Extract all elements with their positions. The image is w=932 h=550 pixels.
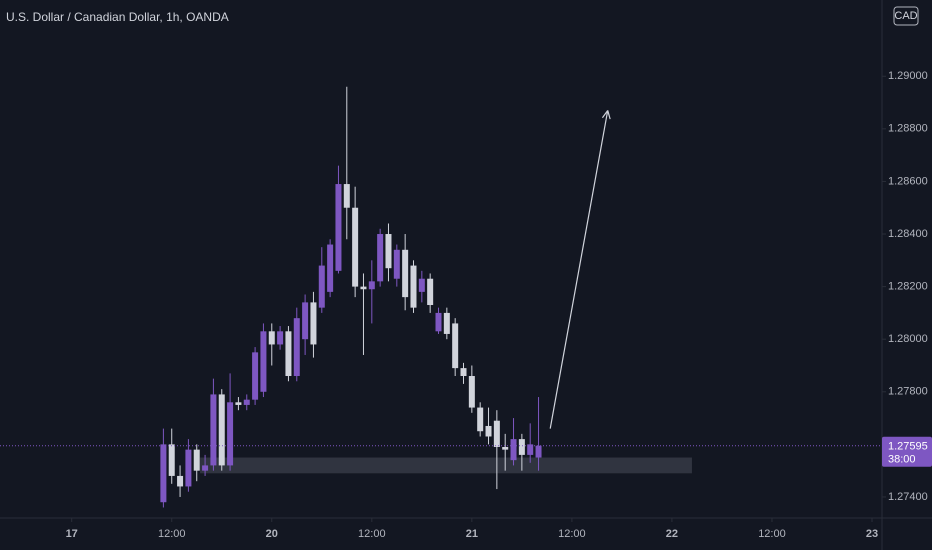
- candle-body: [293, 318, 300, 377]
- candle-body: [527, 444, 534, 455]
- candle-body: [227, 402, 234, 466]
- y-tick-label: 1.28000: [888, 333, 928, 345]
- candle-body: [402, 249, 409, 298]
- arrow-head: [607, 110, 611, 120]
- candle-body: [502, 447, 509, 450]
- y-tick-label: 1.29000: [888, 70, 928, 82]
- x-tick-label: 17: [66, 528, 78, 540]
- candle-body: [185, 449, 192, 487]
- x-tick-label: 22: [666, 528, 678, 540]
- candle-body: [427, 278, 434, 306]
- candle-body: [235, 402, 242, 405]
- candle-body: [252, 352, 259, 400]
- x-tick-label: 12:00: [358, 528, 386, 540]
- candle-body: [360, 286, 367, 290]
- y-tick-label: 1.27400: [888, 491, 928, 503]
- candle-body: [243, 399, 250, 405]
- candle-body: [327, 244, 334, 292]
- candle-body: [343, 184, 350, 208]
- price-badge: [882, 436, 932, 467]
- x-tick-label: 20: [266, 528, 278, 540]
- candle-body: [477, 407, 484, 432]
- y-tick-label: 1.27800: [888, 386, 928, 398]
- currency[interactable]: CAD: [894, 10, 917, 22]
- candle-body: [285, 331, 292, 377]
- candle-body: [385, 234, 392, 269]
- candle-body: [277, 331, 284, 345]
- x-tick-label: 23: [866, 528, 878, 540]
- candle-body: [410, 265, 417, 308]
- candle-body: [493, 420, 500, 448]
- chart-title: U.S. Dollar / Canadian Dollar, 1h, OANDA: [6, 10, 229, 24]
- candle-body: [368, 281, 375, 290]
- y-tick-label: 1.28600: [888, 175, 928, 187]
- candle-body: [202, 465, 209, 471]
- x-tick-label: 12:00: [158, 528, 186, 540]
- x-tick-label: 12:00: [758, 528, 786, 540]
- candle-body: [318, 265, 325, 308]
- price-value: 1.27595: [888, 441, 928, 453]
- candle-body: [310, 302, 317, 345]
- candle-body: [168, 444, 175, 476]
- candle-body: [335, 184, 342, 271]
- candle-body: [510, 439, 517, 461]
- y-tick-label: 1.28400: [888, 228, 928, 240]
- x-tick-label: 12:00: [558, 528, 586, 540]
- candle-body: [535, 445, 542, 458]
- candle-body: [443, 312, 450, 334]
- arrow-line: [549, 110, 609, 429]
- candle-body: [210, 394, 217, 466]
- candle-body: [485, 425, 492, 437]
- support-zone: [200, 457, 692, 474]
- x-tick-label: 21: [466, 528, 478, 540]
- candle-body: [193, 449, 200, 471]
- candle-body: [302, 302, 309, 340]
- candle-body: [160, 444, 167, 503]
- candle-body: [468, 376, 475, 408]
- price-countdown: 38:00: [888, 454, 916, 466]
- arrow-head: [601, 110, 609, 119]
- candle-body: [177, 475, 184, 487]
- candle-body: [260, 331, 267, 392]
- y-tick-label: 1.28800: [888, 123, 928, 135]
- candle-body: [268, 331, 275, 345]
- candle-body: [352, 207, 359, 287]
- y-tick-label: 1.28200: [888, 281, 928, 293]
- candle-body: [377, 234, 384, 282]
- candle-body: [452, 323, 459, 369]
- candle-body: [418, 278, 425, 292]
- currency-badge[interactable]: [893, 6, 919, 26]
- candle-body: [218, 394, 225, 466]
- candle-body: [460, 368, 467, 377]
- candle-body: [435, 312, 442, 332]
- candle-body: [518, 439, 525, 455]
- candle-body: [393, 249, 400, 279]
